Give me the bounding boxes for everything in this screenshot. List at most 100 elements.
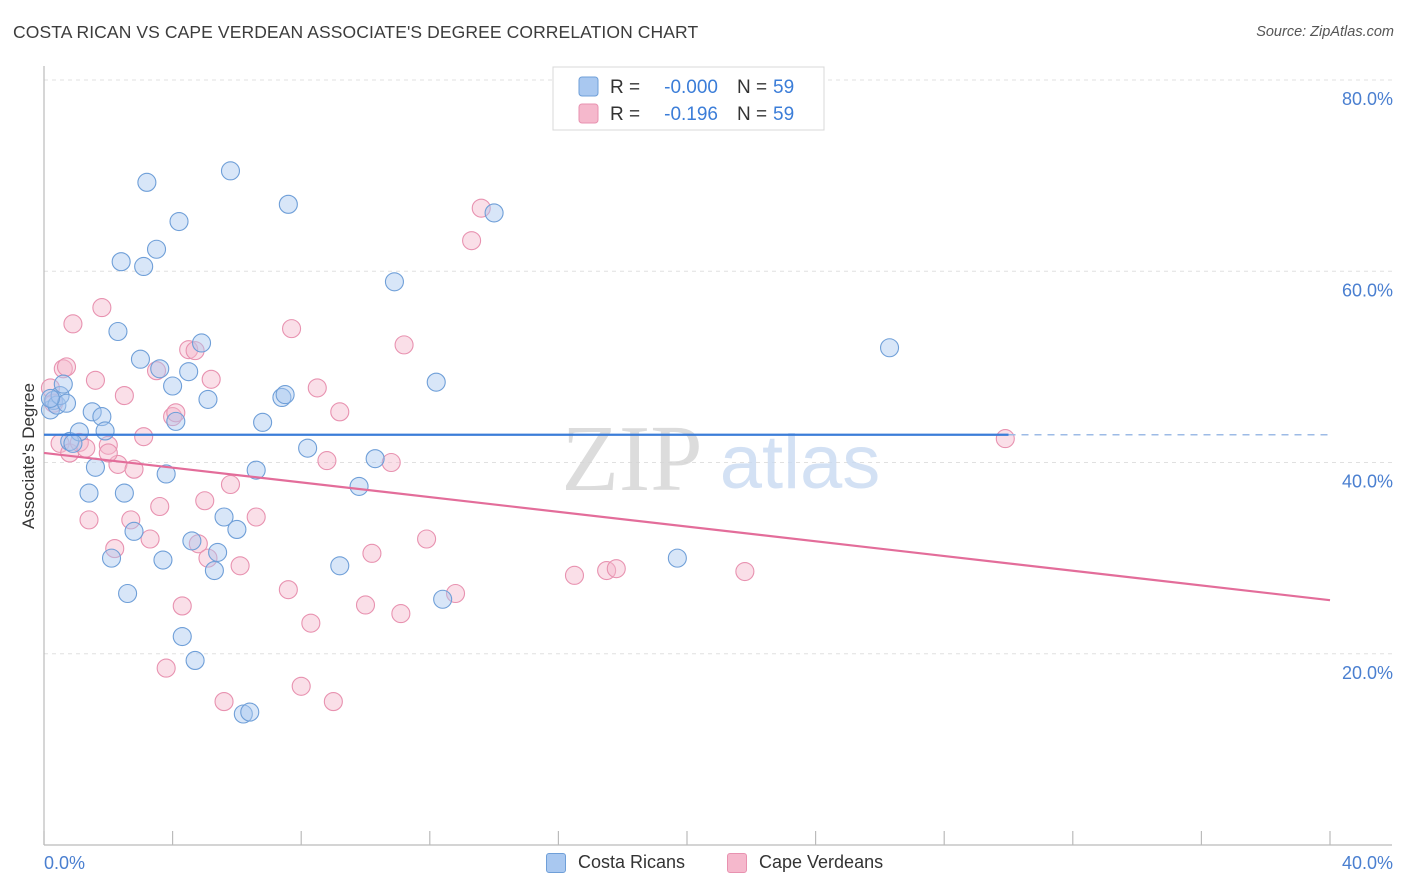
costa-rican-point <box>153 550 173 570</box>
costa-rican-point <box>179 362 199 382</box>
cape-verdean-point <box>995 429 1015 449</box>
costa-rican-point <box>182 531 202 551</box>
cape-verdean-point <box>92 298 112 318</box>
costa-rican-point <box>426 372 446 392</box>
costa-rican-point <box>169 211 189 232</box>
legend-box: R = -0.000 N = 59 R = -0.196 N = 59 <box>552 66 825 131</box>
legend-n-label-pink: N = <box>737 104 767 125</box>
costa-rican-point <box>118 583 138 604</box>
x-tick-label-max: 40.0% <box>1342 853 1393 873</box>
label-layer: 20.0% 40.0% 60.0% 80.0% 0.0% 40.0% <box>44 89 1393 873</box>
cape-verdean-point <box>445 583 466 604</box>
costa-rican-point <box>227 519 247 539</box>
cape-verdean-point <box>98 443 118 463</box>
legend-r-value-pink: -0.196 <box>664 104 718 125</box>
cape-verdean-point <box>323 692 343 712</box>
cape-verdean-point <box>471 198 491 218</box>
cape-verdean-point <box>98 435 118 455</box>
bottom-legend: Costa Ricans Cape Verdeans <box>0 852 1406 878</box>
cape-verdean-point <box>564 565 585 585</box>
costa-rican-point <box>108 321 128 342</box>
watermark-zip: ZIP <box>562 407 703 511</box>
costa-rican-point <box>92 407 112 427</box>
costa-rican-point <box>166 411 186 431</box>
cape-verdean-point <box>201 369 221 389</box>
costa-rican-point <box>56 393 77 413</box>
cape-verdean-point <box>317 451 337 471</box>
costa-rican-point <box>146 239 167 259</box>
costa-rican-point <box>53 374 73 394</box>
cape-verdean-point <box>291 676 311 696</box>
cape-verdean-point <box>735 561 755 582</box>
cape-verdean-point <box>230 556 250 576</box>
cape-verdean-point <box>597 561 617 581</box>
cape-verdean-point <box>150 496 170 517</box>
trend-layer <box>43 433 1331 602</box>
x-tick-label-min: 0.0% <box>44 853 85 873</box>
costa-rican-point <box>233 704 253 724</box>
cape-verdean-point <box>63 314 83 334</box>
costa-rican-point <box>214 507 234 527</box>
costa-rican-point <box>246 460 266 480</box>
cape-verdean-point <box>394 335 414 355</box>
legend-n-value-pink: 59 <box>773 104 794 125</box>
cape-verdean-point <box>79 510 99 530</box>
legend-swatch-costa-ricans <box>546 852 566 873</box>
costa-rican-point <box>330 556 350 576</box>
chart-title: COSTA RICAN VS CAPE VERDEAN ASSOCIATE'S … <box>13 22 699 42</box>
costa-rican-point <box>114 483 134 503</box>
cape-verdean-point <box>246 507 266 527</box>
cape-verdean-point <box>156 658 176 678</box>
costa-rican-point <box>124 521 144 541</box>
costa-rican-point <box>82 402 102 422</box>
points-layer <box>40 161 1015 724</box>
costa-rican-point <box>156 464 176 484</box>
costa-rican-point <box>130 349 150 369</box>
costa-rican-point <box>433 589 453 609</box>
legend-r-label-pink: R = <box>610 104 640 125</box>
cape-verdean-point <box>185 341 205 361</box>
costa-rican-point <box>208 542 228 562</box>
costa-rican-point <box>879 338 900 358</box>
costa-rican-point <box>101 548 122 568</box>
costa-rican-point <box>172 626 192 647</box>
cape-verdean-point <box>278 580 298 600</box>
watermark-atlas: atlas <box>720 420 881 505</box>
costa-rican-point <box>365 449 385 469</box>
costa-rican-point <box>220 161 241 181</box>
cape-verdean-point <box>85 370 105 390</box>
y-axis-label: Associate's Degree <box>19 383 38 529</box>
legend-n-value-blue: 59 <box>773 77 794 98</box>
cape-verdean-point <box>172 596 192 616</box>
costa-rican-point <box>667 548 687 568</box>
y-tick-label: 40.0% <box>1342 472 1393 492</box>
y-tick-label: 20.0% <box>1342 663 1393 683</box>
grid-layer <box>44 79 1392 655</box>
costa-rican-point <box>137 172 157 192</box>
cape-verdean-point <box>391 604 411 624</box>
cape-verdean-point <box>282 319 302 339</box>
y-tick-label: 60.0% <box>1342 280 1393 300</box>
costa-rican-point <box>253 412 273 432</box>
costa-rican-point <box>134 256 154 277</box>
costa-rican-point <box>484 203 504 223</box>
legend-item-costa-ricans[interactable]: Costa Ricans <box>546 852 685 873</box>
cape-verdean-point <box>140 529 160 549</box>
costa-rican-point <box>272 387 292 408</box>
costa-rican-point <box>60 431 80 452</box>
cape-verdean-point <box>53 359 73 379</box>
legend-swatch-pink <box>578 103 599 124</box>
cape-verdean-point <box>134 427 154 447</box>
cape-verdean-point <box>381 452 401 473</box>
costa-rican-point <box>240 702 260 722</box>
watermark: ZIP atlas <box>562 407 881 511</box>
costa-rican-point <box>163 376 183 396</box>
cape-verdean-point <box>56 357 77 377</box>
costa-rican-point <box>150 359 170 379</box>
costa-rican-point <box>204 561 224 581</box>
legend-item-cape-verdeans[interactable]: Cape Verdeans <box>727 852 883 873</box>
legend-swatch-cape-verdeans <box>727 852 747 873</box>
costa-rican-point <box>191 333 212 353</box>
cape-verdean-point <box>220 474 241 495</box>
